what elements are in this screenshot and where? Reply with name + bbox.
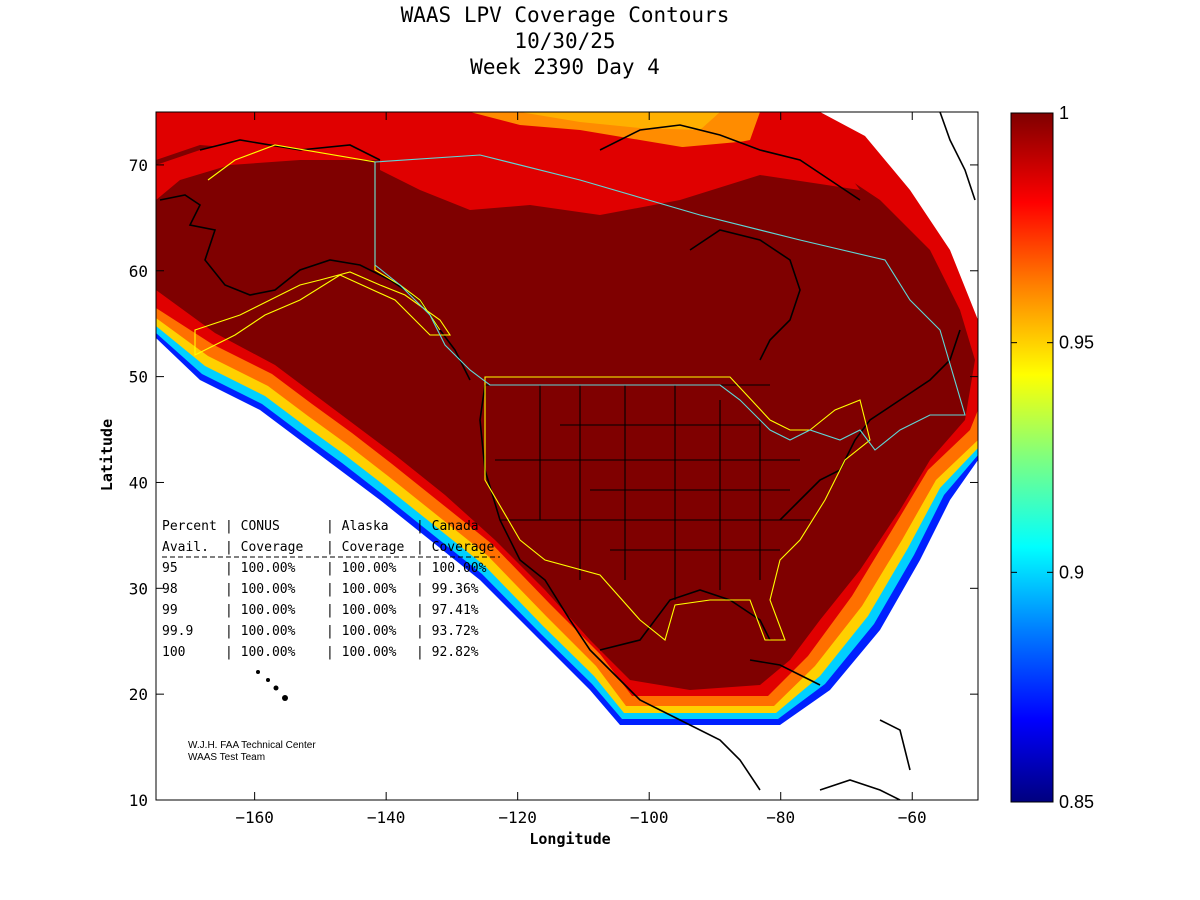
colorbar-tick-label: 0.95: [1059, 333, 1094, 353]
x-tick-label: −100: [630, 808, 669, 827]
table-cell: | Canada: [416, 519, 479, 534]
title-line-1: WAAS LPV Coverage Contours: [400, 3, 730, 27]
table-cell: | 100.00%: [326, 645, 397, 660]
state-borders: [485, 384, 810, 600]
y-tick-label: 60: [129, 262, 148, 281]
table-cell: | Coverage: [416, 540, 494, 555]
x-tick-label: −120: [498, 808, 537, 827]
table-cell: 98: [162, 582, 178, 597]
table-cell: | 93.72%: [416, 624, 479, 639]
table-cell: | 100.00%: [326, 582, 397, 597]
table-cell: | 100.00%: [225, 582, 296, 597]
table-cell: | Alaska: [326, 519, 389, 534]
colorbar-tick-label: 0.9: [1059, 562, 1084, 582]
coverage-arctic-red: [380, 120, 860, 215]
chart-title: WAAS LPV Coverage Contours 10/30/25 Week…: [0, 2, 1130, 80]
coverage-table: Percent | CONUS | Alaska | Canada Avail. | Co…: [162, 519, 500, 660]
table-cell: | 100.00%: [416, 561, 487, 576]
y-axis: 10 20 30 40 50 60 70: [129, 156, 978, 810]
table-cell: | 97.41%: [416, 603, 479, 618]
y-tick-label: 20: [129, 685, 148, 704]
hawaii-islands: [256, 670, 288, 701]
credit-line-1: W.J.H. FAA Technical Center: [188, 740, 316, 751]
table-cell: 100: [162, 645, 185, 660]
x-tick-label: −140: [367, 808, 406, 827]
table-cell: | 100.00%: [326, 624, 397, 639]
title-line-2: 10/30/25: [514, 29, 616, 53]
table-cell: 99: [162, 603, 178, 618]
credit-line-2: WAAS Test Team: [188, 752, 265, 763]
colorbar-tick-label: 0.85: [1059, 792, 1094, 812]
table-cell: | 100.00%: [225, 645, 296, 660]
title-line-3: Week 2390 Day 4: [470, 55, 660, 79]
y-tick-label: 30: [129, 579, 148, 598]
x-tick-label: −60: [898, 808, 927, 827]
table-cell: | Coverage: [326, 540, 404, 555]
x-axis-label: Longitude: [529, 830, 610, 848]
y-axis-label: Latitude: [98, 419, 116, 491]
table-cell: 99.9: [162, 624, 193, 639]
y-tick-label: 40: [129, 473, 148, 492]
table-cell: | 92.82%: [416, 645, 479, 660]
table-cell: | Coverage: [225, 540, 303, 555]
table-cell: | 100.00%: [225, 603, 296, 618]
table-cell: | 99.36%: [416, 582, 479, 597]
x-axis: −160 −140 −120 −100 −80 −60: [235, 112, 927, 827]
table-cell: | CONUS: [225, 519, 280, 534]
y-tick-label: 50: [129, 368, 148, 387]
coverage-layer: [156, 112, 978, 800]
table-cell: | 100.00%: [326, 561, 397, 576]
table-cell: Percent: [162, 519, 217, 534]
table-cell: | 100.00%: [225, 561, 296, 576]
coverage-band-dark-red: [156, 145, 975, 690]
table-cell: 95: [162, 561, 178, 576]
plot-frame: [155, 111, 979, 801]
colorbar-tick-label: 1: [1059, 103, 1069, 123]
x-tick-label: −160: [235, 808, 274, 827]
y-tick-label: 10: [129, 791, 148, 810]
colorbar-ticks: 1 0.95 0.9 0.85: [1011, 103, 1094, 812]
table-cell: | 100.00%: [326, 603, 397, 618]
table-cell: Avail.: [162, 540, 209, 555]
region-outline-canada: [374, 154, 966, 451]
colorbar: [1010, 112, 1054, 803]
x-tick-label: −80: [766, 808, 795, 827]
table-cell: | 100.00%: [225, 624, 296, 639]
y-tick-label: 70: [129, 156, 148, 175]
